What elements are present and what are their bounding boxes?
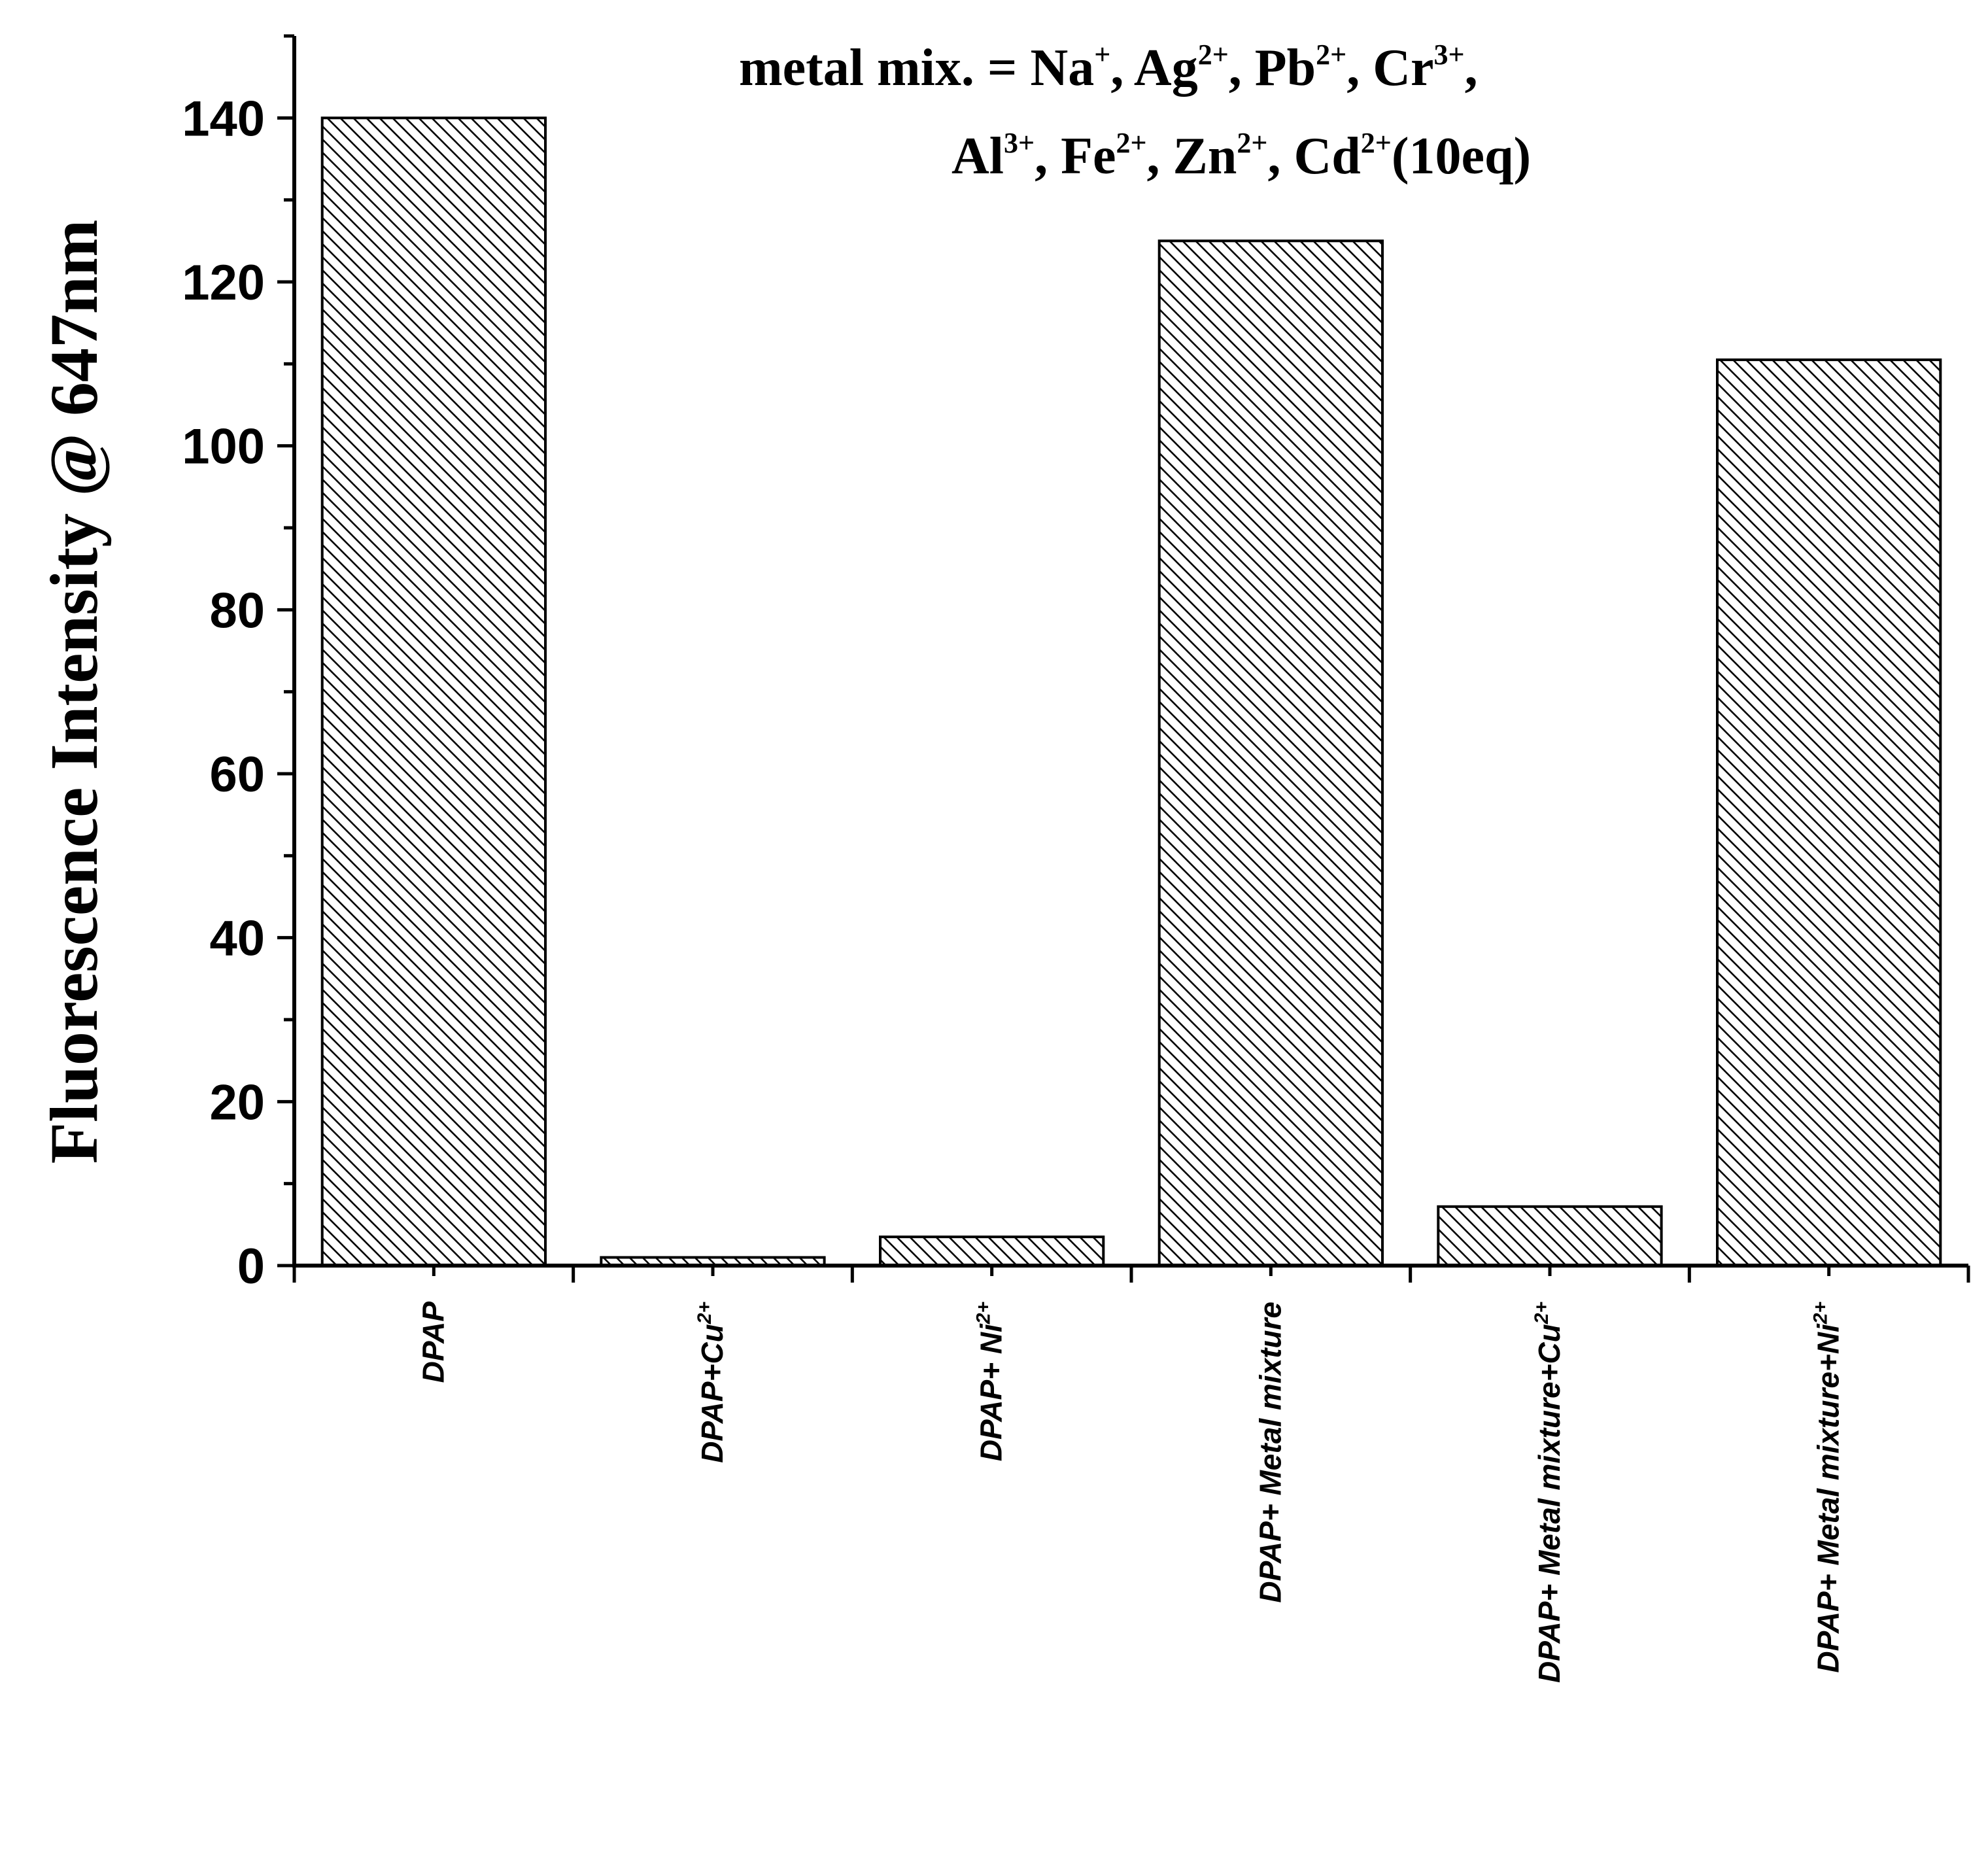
x-category-label: DPAP+ Metal mixture+Ni2+ [1810, 1302, 1845, 1673]
y-tick-label: 100 [182, 419, 265, 475]
category-text: DPAP+ Ni [974, 1323, 1008, 1461]
annotation-line-2: Al3+, Fe2+, Zn2+, Cd2+(10eq) [951, 127, 1531, 185]
x-ticks-layer: DPAP DPAP+Cu2+DPAP+ Ni2+ DPAP+ Metal mixtu… [292, 1266, 1970, 1683]
bar-5 [1716, 358, 1942, 1267]
category-text: DPAP [416, 1302, 450, 1383]
category-text: DPAP+Cu [695, 1324, 729, 1463]
annotation-text: , Cr [1346, 39, 1433, 97]
category-superscript: 2+ [1810, 1302, 1832, 1324]
annotation-text: (10eq) [1392, 128, 1531, 185]
y-tick-label: 40 [209, 911, 265, 967]
annotation-text: , Zn [1147, 128, 1237, 185]
annotation-line-1: metal mix. = Na+, Ag2+, Pb2+, Cr3+, [739, 39, 1478, 97]
y-tick-label: 20 [209, 1075, 265, 1130]
x-category-label: DPAP [416, 1302, 450, 1383]
bar-3 [1157, 239, 1384, 1267]
annotation-superscript: 3+ [1004, 127, 1035, 159]
annotation-superscript: 3+ [1433, 39, 1464, 71]
y-tick-label: 0 [237, 1239, 265, 1294]
x-category-label: DPAP+ Metal mixture+Cu2+ [1531, 1302, 1566, 1683]
category-superscript: 2+ [973, 1302, 995, 1324]
y-tick-label: 80 [209, 583, 265, 638]
category-text: DPAP+ Metal mixture+Ni [1811, 1323, 1845, 1673]
annotation-superscript: + [1094, 39, 1110, 71]
annotation-text: , Cd [1267, 128, 1360, 185]
y-tick-label: 120 [182, 255, 265, 311]
bar-2 [879, 1236, 1105, 1267]
category-superscript: 2+ [694, 1302, 715, 1324]
annotation-text: , Pb [1229, 39, 1316, 97]
annotation-text: , Ag [1110, 39, 1197, 97]
y-axis-title: Fluorescence Intensity @ 647nm [37, 220, 112, 1164]
x-category-label: DPAP+ Metal mixture [1253, 1302, 1287, 1603]
category-text: DPAP+ Metal mixture [1253, 1302, 1287, 1603]
annotation-text: metal mix. = Na [739, 39, 1094, 97]
annotation: metal mix. = Na+, Ag2+, Pb2+, Cr3+,Al3+,… [739, 39, 1531, 185]
annotation-superscript: 2+ [1237, 127, 1267, 159]
category-superscript: 2+ [1531, 1302, 1552, 1324]
y-tick-label: 60 [209, 747, 265, 803]
annotation-superscript: 2+ [1116, 127, 1146, 159]
bar-4 [1437, 1205, 1663, 1268]
y-tick-label: 140 [182, 91, 265, 147]
bar-0 [320, 116, 547, 1267]
x-category-label: DPAP+ Ni2+ [973, 1302, 1008, 1461]
annotation-superscript: 2+ [1198, 39, 1229, 71]
x-category-label: DPAP+Cu2+ [694, 1302, 729, 1463]
category-text: DPAP+ Metal mixture+Cu [1532, 1324, 1566, 1683]
annotation-superscript: 2+ [1316, 39, 1346, 71]
bars-layer [320, 116, 1942, 1268]
annotation-superscript: 2+ [1361, 127, 1392, 159]
y-ticks-layer: 0 20 40 60 80 100 120 140 [182, 34, 294, 1294]
annotation-text: , [1465, 39, 1478, 97]
annotation-text: Al [951, 128, 1004, 185]
annotation-text: , Fe [1035, 128, 1116, 185]
